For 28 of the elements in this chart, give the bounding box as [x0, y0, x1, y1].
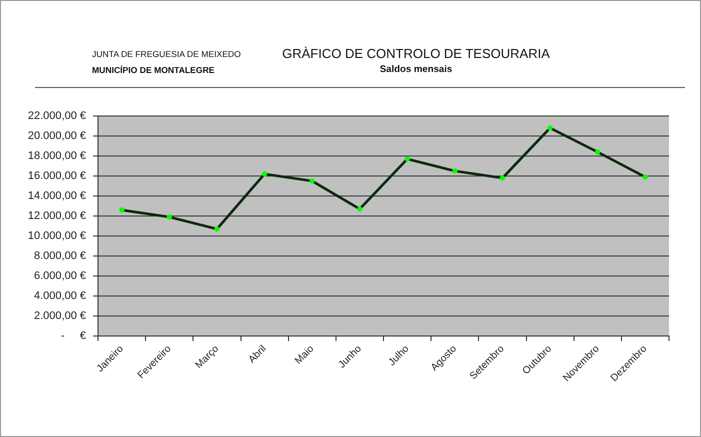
- y-tick-label: - €: [60, 330, 86, 342]
- point: [119, 207, 124, 213]
- y-tick-label: 10.000,00 €: [28, 230, 86, 242]
- point: [547, 125, 553, 131]
- y-tick-label: 4.000,00 €: [34, 290, 86, 302]
- y-tick-label: 20.000,00 €: [28, 130, 86, 142]
- point: [357, 206, 362, 212]
- y-tick-label: 14.000,00 €: [28, 190, 86, 202]
- point: [404, 156, 410, 162]
- y-tick-label: 12.000,00 €: [28, 210, 86, 222]
- point: [642, 174, 648, 180]
- y-tick-label: 8.000,00 €: [34, 250, 86, 262]
- chart-subtitle: Saldos mensais: [380, 64, 452, 75]
- point: [594, 149, 600, 155]
- text: MUNICÍPIO DE MONTALEGRE: [92, 65, 215, 75]
- y-tick-label: 18.000,00 €: [28, 150, 86, 162]
- point: [166, 214, 172, 220]
- point: [262, 171, 268, 177]
- y-tick-label: 22.000,00 €: [28, 110, 86, 122]
- point: [309, 178, 315, 184]
- point: [500, 175, 506, 181]
- y-tick-label: 16.000,00 €: [28, 170, 86, 182]
- point: [214, 226, 220, 232]
- y-tick-label: 2.000,00 €: [34, 310, 86, 322]
- y-tick-label: 6.000,00 €: [34, 270, 86, 282]
- chart-title: GRÀFICO DE CONTROLO DE TESOURARIA: [282, 46, 550, 61]
- point: [452, 168, 458, 174]
- text: JUNTA DE FREGUESIA DE MEIXEDO: [92, 49, 241, 59]
